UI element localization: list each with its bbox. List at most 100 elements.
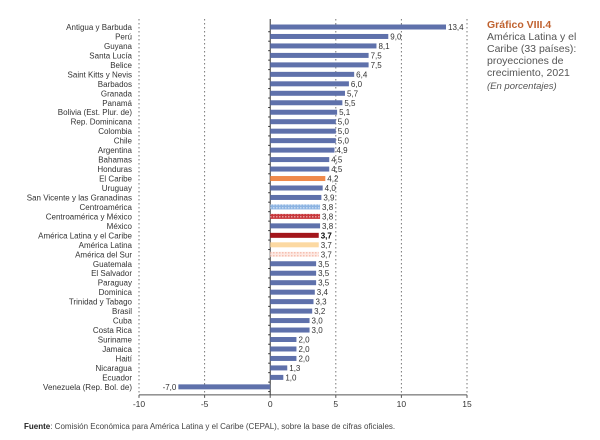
- category-label: Cuba: [113, 317, 133, 326]
- data-label: 3,7: [321, 250, 333, 259]
- category-label: Ecuador: [102, 373, 132, 382]
- x-tick-label: 10: [397, 399, 407, 409]
- data-label: 3,9: [323, 193, 335, 202]
- data-label: 3,4: [317, 288, 329, 297]
- category-label: Trinidad y Tabago: [69, 298, 133, 307]
- category-label: Venezuela (Rep. Bol. de): [43, 383, 132, 392]
- data-label: 1,3: [289, 364, 301, 373]
- data-label: 5,0: [338, 137, 350, 146]
- category-label: Granada: [101, 89, 133, 98]
- bar: [270, 185, 323, 191]
- data-label: 3,7: [321, 231, 333, 240]
- chart-caption: Gráfico VIII.4 América Latina y el Carib…: [487, 19, 600, 93]
- category-label: Suriname: [98, 336, 133, 345]
- category-label: Centroamérica: [80, 203, 133, 212]
- bar: [270, 194, 322, 200]
- bar: [270, 251, 319, 257]
- bar: [270, 128, 336, 134]
- x-tick-label: 0: [268, 399, 273, 409]
- x-tick-label: 5: [333, 399, 338, 409]
- bar: [270, 223, 321, 229]
- category-label: Honduras: [97, 165, 132, 174]
- chart-unit-note: (En porcentajes): [487, 81, 557, 92]
- data-label: 4,5: [331, 156, 343, 165]
- bar: [270, 109, 338, 115]
- data-label: 4,0: [325, 184, 337, 193]
- data-label: 3,0: [312, 326, 324, 335]
- chart-title: Gráfico VIII.4: [487, 19, 552, 31]
- category-label: Bolivia (Est. Plur. de): [58, 108, 133, 117]
- data-label: 4,2: [327, 175, 339, 184]
- data-label: 2,0: [298, 336, 310, 345]
- data-label: 6,4: [356, 70, 368, 79]
- bar: [270, 318, 310, 324]
- bar: [270, 280, 317, 286]
- source-note: Fuente: Comisión Económica para América …: [24, 422, 395, 431]
- bar: [270, 71, 355, 77]
- category-label: San Vicente y las Granadinas: [27, 193, 132, 202]
- data-label: 5,0: [338, 118, 350, 127]
- category-label: Perú: [115, 32, 132, 41]
- bar: [270, 346, 297, 352]
- bar: [270, 90, 345, 96]
- bar: [270, 100, 343, 106]
- bar: [270, 33, 389, 39]
- category-label: Santa Lucía: [89, 51, 132, 60]
- bar: [270, 374, 284, 380]
- category-label: El Caribe: [99, 175, 132, 184]
- category-label: Nicaragua: [96, 364, 133, 373]
- data-label: 2,0: [298, 354, 310, 363]
- data-label: 5,0: [338, 127, 350, 136]
- data-label: 9,0: [390, 32, 402, 41]
- data-label: 3,8: [322, 222, 334, 231]
- bar: [270, 270, 317, 276]
- category-label: Dominica: [99, 288, 133, 297]
- data-label: 8,1: [378, 42, 390, 51]
- data-label: 1,0: [285, 373, 297, 382]
- bar: [270, 308, 313, 314]
- category-label: América Latina: [79, 241, 133, 250]
- category-label: Jamaica: [102, 345, 132, 354]
- data-label: 7,5: [371, 51, 383, 60]
- bar: [270, 232, 319, 238]
- bar: [270, 24, 447, 30]
- x-tick-label: 15: [462, 399, 472, 409]
- data-label: 3,8: [322, 203, 334, 212]
- category-label: Guatemala: [93, 260, 133, 269]
- bar: [178, 384, 271, 390]
- data-label: 3,8: [322, 212, 334, 221]
- category-label: América del Sur: [75, 250, 132, 259]
- bar: [270, 213, 321, 219]
- bar: [270, 261, 317, 267]
- bar: [270, 62, 369, 68]
- data-label: 5,5: [344, 99, 356, 108]
- bar: [270, 176, 326, 182]
- bar: [270, 157, 330, 163]
- category-label: México: [107, 222, 133, 231]
- category-label: Costa Rica: [93, 326, 133, 335]
- category-label: América Latina y el Caribe: [38, 231, 132, 240]
- category-label: Haití: [116, 354, 133, 363]
- category-label: Chile: [114, 137, 133, 146]
- data-label: 4,9: [336, 146, 348, 155]
- category-label: Rep. Dominicana: [71, 118, 133, 127]
- bar: [270, 289, 315, 295]
- data-label: 3,5: [318, 260, 330, 269]
- category-label: Brasil: [112, 307, 132, 316]
- data-label: 3,5: [318, 269, 330, 278]
- data-label: 7,5: [371, 61, 383, 70]
- data-label: 3,5: [318, 279, 330, 288]
- category-label: Argentina: [98, 146, 133, 155]
- bar: [270, 43, 377, 49]
- data-label: 3,3: [315, 298, 327, 307]
- data-label: 5,1: [339, 108, 351, 117]
- category-label: Belice: [110, 61, 132, 70]
- category-label: Panamá: [102, 99, 132, 108]
- data-label: 3,0: [312, 317, 324, 326]
- category-label: Guyana: [104, 42, 133, 51]
- bar: [270, 166, 330, 172]
- bar: [270, 138, 336, 144]
- bar: [270, 119, 336, 125]
- category-label: Centroamérica y México: [46, 212, 133, 221]
- category-label: El Salvador: [91, 269, 132, 278]
